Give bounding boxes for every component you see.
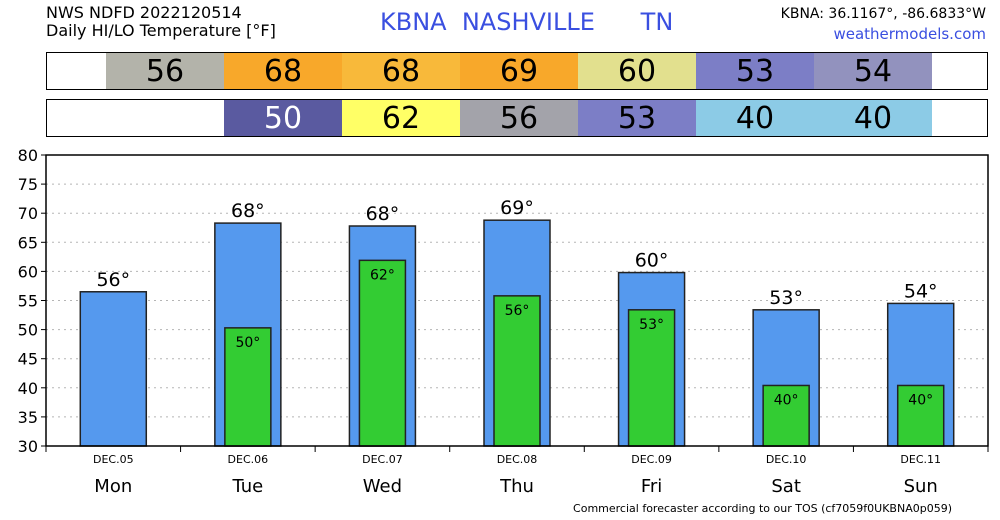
lo-bar	[493, 295, 541, 447]
y-tick-label: 65	[18, 233, 38, 252]
lo-temp-strip: 50 62 56 53 40 40	[46, 99, 988, 137]
day-label: Mon	[94, 476, 132, 497]
station-title: KBNA NASHVILLE TN	[380, 8, 674, 36]
hi-temp-strip: 56 68 68 69 60 53 54	[46, 52, 988, 90]
lo-cell-fri: 53	[578, 100, 696, 136]
y-tick-label: 80	[18, 146, 38, 165]
y-tick-label: 35	[18, 408, 38, 427]
y-tick-label: 75	[18, 175, 38, 194]
hi-cell-sat: 53	[696, 53, 814, 89]
hi-cell-sun: 54	[814, 53, 932, 89]
hi-bar-label: 56°	[96, 269, 130, 291]
hi-bar	[79, 291, 148, 447]
lo-cell-tue: 50	[224, 100, 342, 136]
day-label: Fri	[641, 476, 662, 497]
day-label: Sun	[904, 476, 938, 497]
day-label: Wed	[363, 476, 402, 497]
header-right: KBNA: 36.1167°, -86.6833°W weathermodels…	[781, 4, 986, 44]
lo-cell-wed: 62	[342, 100, 460, 136]
site-link[interactable]: weathermodels.com	[833, 25, 986, 43]
hi-cell-thu: 69	[460, 53, 578, 89]
lo-cell-thu: 56	[460, 100, 578, 136]
hi-cell-tue: 68	[224, 53, 342, 89]
date-label: DEC.08	[497, 453, 538, 466]
hi-cell-wed: 68	[342, 53, 460, 89]
lo-bar	[896, 384, 945, 447]
y-tick-label: 60	[18, 262, 38, 281]
lo-bar-label: 50°	[235, 335, 260, 351]
date-label: DEC.10	[766, 453, 807, 466]
date-label: DEC.11	[900, 453, 941, 466]
lo-bar-label: 40°	[908, 392, 933, 408]
lo-bar	[762, 384, 810, 447]
y-tick-label: 40	[18, 379, 38, 398]
date-label: DEC.06	[228, 453, 269, 466]
day-label: Sat	[771, 476, 801, 497]
y-tick-label: 50	[18, 321, 38, 340]
hi-cell-fri: 60	[578, 53, 696, 89]
y-tick-label: 30	[18, 437, 38, 456]
hi-bar-label: 53°	[769, 287, 803, 309]
hi-bar-label: 69°	[500, 197, 534, 219]
lo-bar-label: 62°	[370, 267, 395, 283]
lo-bar	[627, 309, 676, 447]
y-tick-label: 55	[18, 292, 38, 311]
lo-cell-sat: 40	[696, 100, 814, 136]
model-run-title: NWS NDFD 2022120514	[46, 3, 242, 22]
y-tick-label: 45	[18, 350, 38, 369]
day-label: Thu	[499, 476, 534, 497]
lo-bar-label: 40°	[774, 392, 799, 408]
lo-bar	[358, 259, 407, 447]
header-left: NWS NDFD 2022120514 Daily HI/LO Temperat…	[46, 4, 276, 40]
lo-bar	[224, 327, 272, 447]
footer-note: Commercial forecaster according to our T…	[573, 502, 952, 515]
date-label: DEC.09	[631, 453, 672, 466]
plot-frame	[45, 154, 989, 447]
lo-cell-mon	[106, 100, 224, 136]
product-title: Daily HI/LO Temperature [°F]	[46, 21, 276, 40]
hi-bar-label: 54°	[904, 280, 938, 302]
date-label: DEC.07	[362, 453, 403, 466]
station-coords: KBNA: 36.1167°, -86.6833°W	[780, 6, 986, 22]
y-tick-label: 70	[18, 204, 38, 223]
day-label: Tue	[231, 476, 263, 497]
lo-bar-label: 56°	[505, 303, 530, 319]
hi-bar-label: 68°	[231, 200, 265, 222]
hi-bar-label: 60°	[635, 250, 669, 272]
lo-cell-sun: 40	[814, 100, 932, 136]
date-label: DEC.05	[93, 453, 134, 466]
lo-bar-label: 53°	[639, 317, 664, 333]
hi-cell-mon: 56	[106, 53, 224, 89]
hi-bar-label: 68°	[366, 203, 400, 225]
